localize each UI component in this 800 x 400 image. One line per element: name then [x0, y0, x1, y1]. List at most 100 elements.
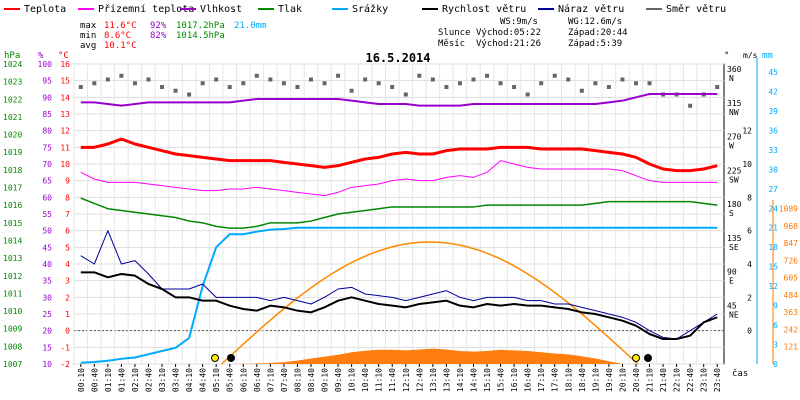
- wind-tick-label: 8: [747, 193, 752, 202]
- direction-tick-dir: W: [729, 142, 734, 151]
- hpa-tick-label: 1010: [3, 307, 22, 316]
- x-tick-label: 08:40: [307, 368, 316, 392]
- wind-direction-mark: [403, 92, 408, 97]
- percent-tick-label: 95: [42, 77, 52, 86]
- wind-direction-mark: [566, 77, 571, 82]
- direction-tick-deg: 225: [727, 166, 742, 175]
- unit-celsius: °C: [58, 51, 69, 61]
- wind-direction-mark: [214, 77, 219, 82]
- x-tick-label: 17:40: [551, 368, 560, 392]
- x-tick-label: 16:40: [524, 368, 533, 392]
- x-tick-label: 11:10: [375, 368, 384, 392]
- stats-max-label: max: [80, 21, 97, 31]
- rain-tick-label: 39: [768, 107, 778, 116]
- wind-direction-mark: [105, 77, 110, 82]
- wind-direction-mark: [688, 103, 693, 108]
- celsius-tick-label: 14: [60, 93, 70, 102]
- percent-tick-label: 60: [42, 193, 52, 202]
- percent-tick-label: 50: [42, 227, 52, 236]
- wind-direction-mark: [349, 88, 354, 93]
- x-tick-label: 12:40: [415, 368, 424, 392]
- info-sun-label: Slunce: [438, 28, 471, 38]
- solar-tick-label: 121: [784, 343, 799, 352]
- rain-tick-label: 42: [768, 87, 778, 96]
- direction-tick-dir: NE: [729, 310, 739, 319]
- celsius-tick-label: 13: [60, 110, 70, 119]
- x-tick-label: 12:10: [402, 368, 411, 392]
- wind-direction-mark: [200, 81, 205, 86]
- wind-direction-mark: [119, 73, 124, 78]
- percent-tick-label: 80: [42, 127, 52, 136]
- wind-direction-mark: [444, 85, 449, 89]
- stats-min-press: 1014.5hPa: [176, 31, 225, 41]
- x-tick-label: 05:40: [226, 368, 235, 392]
- sun-moon-markers: [211, 354, 652, 362]
- x-tick-label: 04:40: [199, 368, 208, 392]
- wind-direction-mark: [254, 73, 259, 78]
- wind-direction-mark: [498, 81, 503, 86]
- direction-tick-deg: 360: [727, 65, 742, 74]
- wind-tick-label: 6: [747, 227, 752, 236]
- percent-tick-label: 10: [42, 360, 52, 369]
- x-tick-label: 19:40: [605, 368, 614, 392]
- rain-tick-label: 9: [773, 302, 778, 311]
- percent-tick-label: 55: [42, 210, 52, 219]
- celsius-tick-label: -1: [60, 343, 70, 352]
- x-tick-label: 17:10: [537, 368, 546, 392]
- wind-direction-mark: [295, 85, 300, 89]
- x-tick-label: 06:10: [239, 368, 248, 392]
- wind-tick-label: 10: [742, 160, 752, 169]
- percent-tick-label: 100: [38, 60, 53, 69]
- x-tick-label: 21:10: [646, 368, 655, 392]
- legend-label-wind-speed: Rychlost větru: [442, 3, 526, 15]
- solar-tick-label: 363: [784, 308, 799, 317]
- percent-tick-label: 45: [42, 243, 52, 252]
- stats-min-temp: 8.6°C: [104, 31, 131, 41]
- direction-tick-deg: 135: [727, 234, 742, 243]
- wind-direction-mark: [539, 81, 544, 86]
- direction-tick-deg: 270: [727, 133, 742, 142]
- x-tick-label: 18:40: [578, 368, 587, 392]
- stats-avg-label: avg: [80, 41, 96, 51]
- x-tick-label: 08:10: [293, 368, 302, 392]
- x-axis: 00:10 00:40 01:10 01:40 02:10 02:40 03:10 03:40…: [77, 364, 722, 392]
- x-tick-label: 03:40: [172, 368, 181, 392]
- hpa-tick-label: 1015: [3, 219, 22, 228]
- series-ground-temperature: [80, 160, 718, 197]
- x-tick-label: 19:10: [591, 368, 600, 392]
- wind-tick-label: 0: [747, 327, 752, 336]
- legend-label-humidity: Vlhkost: [200, 4, 242, 15]
- unit-hpa: hPa: [4, 51, 20, 61]
- percent-tick-label: 15: [42, 343, 52, 352]
- celsius-tick-label: 2: [65, 293, 70, 302]
- x-tick-label: 23:40: [713, 368, 722, 392]
- celsius-tick-label: 7: [65, 210, 70, 219]
- x-tick-label: 02:10: [131, 368, 140, 392]
- wind-direction-mark: [430, 77, 435, 82]
- wind-direction-mark: [227, 85, 232, 89]
- stats-min-label: min: [80, 31, 96, 41]
- wind-tick-label: 2: [747, 293, 752, 302]
- direction-tick-deg: 180: [727, 200, 742, 209]
- percent-tick-label: 20: [42, 327, 52, 336]
- series-temperature: [80, 137, 718, 173]
- legend-label-wind-direction: Směr větru: [666, 3, 726, 15]
- left-axes: 1024102310221021102010191018101710161015…: [3, 60, 70, 369]
- percent-tick-label: 40: [42, 260, 52, 269]
- celsius-tick-label: 6: [65, 227, 70, 236]
- x-tick-label: 10:10: [348, 368, 357, 392]
- hpa-tick-label: 1013: [3, 254, 22, 263]
- x-tick-label: 14:10: [456, 368, 465, 392]
- x-tick-label: 00:40: [90, 368, 99, 392]
- unit-degrees: °: [724, 51, 729, 61]
- sunrise-marker-icon: [211, 354, 219, 362]
- x-tick-label: 22:10: [673, 368, 682, 392]
- stats-max-hum: 92%: [150, 21, 167, 31]
- hpa-tick-label: 1024: [3, 60, 22, 69]
- wind-direction-mark: [512, 85, 517, 89]
- series-humidity: [80, 93, 718, 107]
- wind-direction-mark: [92, 81, 97, 86]
- legend-label-temperature: Teplota: [24, 4, 66, 15]
- rain-tick-label: 36: [768, 126, 778, 135]
